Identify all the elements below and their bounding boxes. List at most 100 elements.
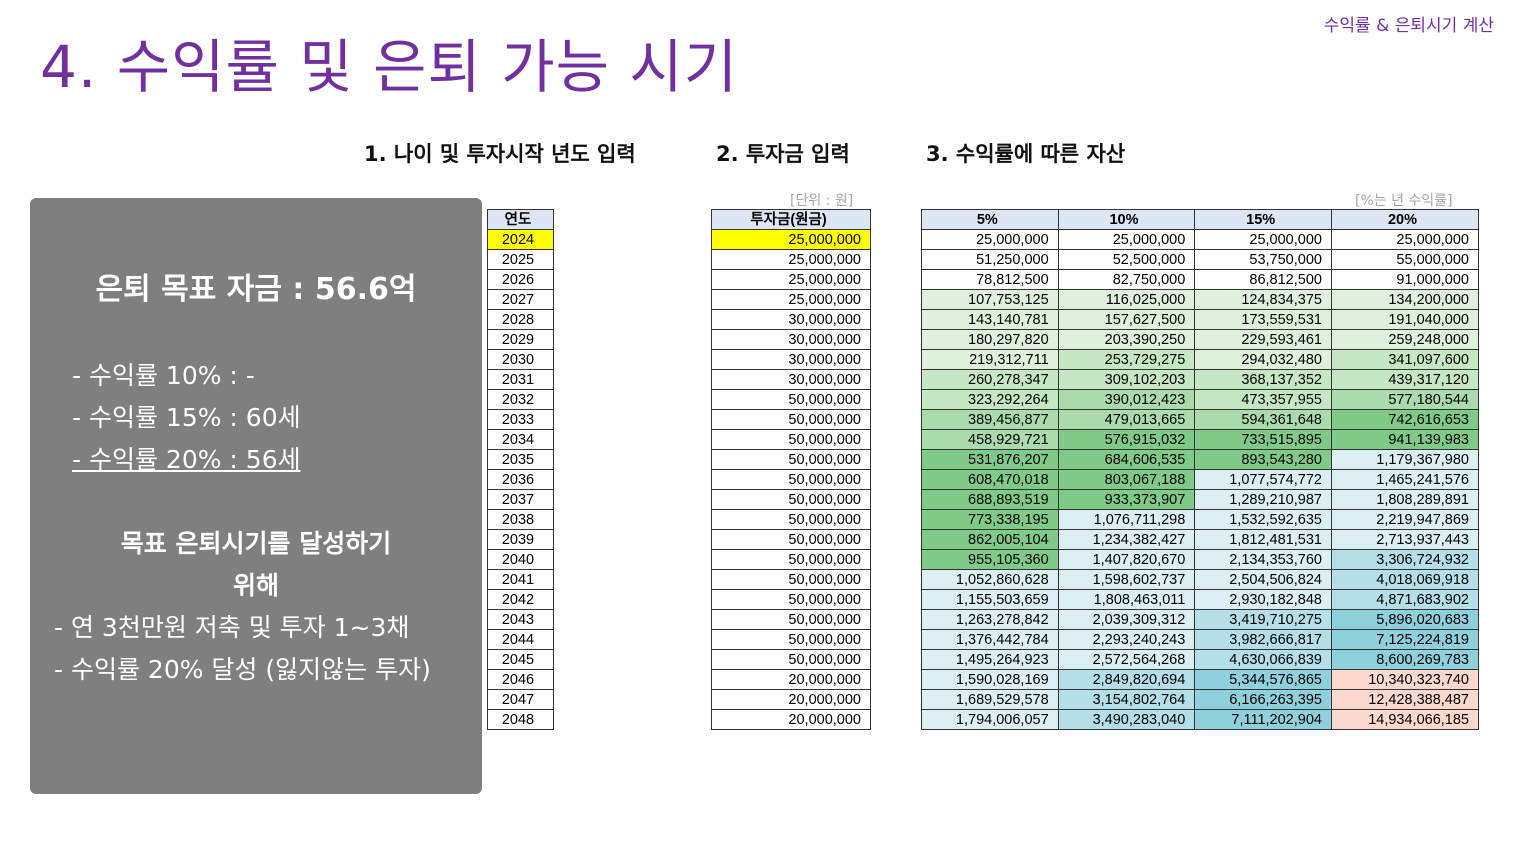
asset-cell-10: 1,407,820,670 — [1057, 549, 1196, 570]
investment-cell: 50,000,000 — [711, 449, 871, 470]
asset-cell-10: 1,598,602,737 — [1057, 569, 1196, 590]
year-cell: 2043 — [487, 609, 554, 630]
year-cell: 2026 — [487, 269, 554, 290]
investment-cell: 50,000,000 — [711, 589, 871, 610]
investment-cell: 30,000,000 — [711, 309, 871, 330]
returns-row: 458,929,721 576,915,032 733,515,895 941,139… — [921, 429, 1480, 450]
year-row: 2028 — [487, 309, 554, 330]
asset-cell-5: 1,052,860,628 — [921, 569, 1059, 590]
investment-row: 50,000,000 — [711, 649, 871, 670]
returns-row: 25,000,000 25,000,000 25,000,000 25,000,000 — [921, 229, 1480, 250]
asset-cell-15: 294,032,480 — [1194, 349, 1332, 370]
unit-label: [단위 : 원] — [790, 193, 854, 209]
year-row: 2024 — [487, 229, 554, 250]
returns-table: 5% 10% 15% 20% 25,000,000 25,000,000 25,000,0… — [921, 209, 1480, 730]
year-cell: 2039 — [487, 529, 554, 550]
year-cell: 2029 — [487, 329, 554, 350]
year-cell[interactable]: 2024 — [487, 229, 554, 250]
year-row: 2047 — [487, 689, 554, 710]
returns-row: 862,005,104 1,234,382,427 1,812,481,531 2,7… — [921, 529, 1480, 550]
asset-cell-20: 7,125,224,819 — [1330, 629, 1480, 650]
asset-cell-5: 1,590,028,169 — [921, 669, 1059, 690]
asset-cell-20: 577,180,544 — [1330, 389, 1480, 410]
investment-cell: 30,000,000 — [711, 349, 871, 370]
year-row: 2036 — [487, 469, 554, 490]
asset-cell-20: 1,465,241,576 — [1330, 469, 1480, 490]
asset-cell-20: 941,139,983 — [1330, 429, 1480, 450]
asset-cell-10: 309,102,203 — [1057, 369, 1196, 390]
year-row: 2032 — [487, 389, 554, 410]
asset-cell-15: 124,834,375 — [1194, 289, 1332, 310]
asset-cell-15: 5,344,576,865 — [1194, 669, 1332, 690]
rate-10-result: - 수익률 10% : - — [72, 361, 255, 390]
year-header: 연도 — [487, 209, 554, 230]
returns-row: 107,753,125 116,025,000 124,834,375 134,200… — [921, 289, 1480, 310]
year-cell: 2044 — [487, 629, 554, 650]
asset-cell-10: 479,013,665 — [1057, 409, 1196, 430]
year-cell: 2040 — [487, 549, 554, 570]
year-row: 2045 — [487, 649, 554, 670]
year-row: 2043 — [487, 609, 554, 630]
asset-cell-10: 3,490,283,040 — [1057, 709, 1196, 730]
year-cell: 2025 — [487, 249, 554, 270]
asset-cell-10: 203,390,250 — [1057, 329, 1196, 350]
investment-cell: 50,000,000 — [711, 529, 871, 550]
investment-row: 20,000,000 — [711, 689, 871, 710]
year-row: 2041 — [487, 569, 554, 590]
asset-cell-5: 1,794,006,057 — [921, 709, 1059, 730]
asset-cell-20: 55,000,000 — [1330, 249, 1480, 270]
investment-cell: 20,000,000 — [711, 689, 871, 710]
asset-cell-20: 14,934,066,185 — [1330, 709, 1480, 730]
investment-table: 투자금(원금) 25,000,000 25,000,000 25,000,000 25… — [711, 209, 871, 730]
year-row: 2042 — [487, 589, 554, 610]
plan-bullet-return: - 수익률 20% 달성 (잃지않는 투자) — [54, 655, 431, 684]
year-row: 2038 — [487, 509, 554, 530]
year-cell: 2030 — [487, 349, 554, 370]
asset-cell-20: 341,097,600 — [1330, 349, 1480, 370]
asset-cell-10: 1,808,463,011 — [1057, 589, 1196, 610]
rate-15-result: - 수익률 15% : 60세 — [72, 403, 301, 432]
year-row: 2048 — [487, 709, 554, 730]
year-cell: 2048 — [487, 709, 554, 730]
section-title-age-year: 1. 나이 및 투자시작 년도 입력 — [364, 142, 636, 166]
investment-row: 50,000,000 — [711, 429, 871, 450]
investment-row: 50,000,000 — [711, 509, 871, 530]
returns-row: 1,052,860,628 1,598,602,737 2,504,506,824 4… — [921, 569, 1480, 590]
year-cell: 2046 — [487, 669, 554, 690]
asset-cell-15: 7,111,202,904 — [1194, 709, 1332, 730]
returns-row: 1,590,028,169 2,849,820,694 5,344,576,865 1… — [921, 669, 1480, 690]
year-row: 2031 — [487, 369, 554, 390]
asset-cell-5: 1,495,264,923 — [921, 649, 1059, 670]
investment-row: 25,000,000 — [711, 289, 871, 310]
asset-cell-10: 116,025,000 — [1057, 289, 1196, 310]
investment-row: 25,000,000 — [711, 229, 871, 250]
asset-cell-15: 893,543,280 — [1194, 449, 1332, 470]
year-cell: 2042 — [487, 589, 554, 610]
year-row: 2033 — [487, 409, 554, 430]
asset-cell-5: 862,005,104 — [921, 529, 1059, 550]
asset-cell-20: 2,713,937,443 — [1330, 529, 1480, 550]
investment-cell[interactable]: 25,000,000 — [711, 229, 871, 250]
asset-cell-20: 1,808,289,891 — [1330, 489, 1480, 510]
investment-row: 30,000,000 — [711, 309, 871, 330]
investment-cell: 50,000,000 — [711, 549, 871, 570]
year-row: 2037 — [487, 489, 554, 510]
year-cell: 2041 — [487, 569, 554, 590]
investment-row: 30,000,000 — [711, 329, 871, 350]
investment-header: 투자금(원금) — [711, 209, 871, 230]
asset-cell-5: 1,689,529,578 — [921, 689, 1059, 710]
year-row: 2040 — [487, 549, 554, 570]
investment-cell: 50,000,000 — [711, 609, 871, 630]
returns-header-10: 10% — [1057, 209, 1196, 230]
asset-cell-5: 323,292,264 — [921, 389, 1059, 410]
investment-row: 25,000,000 — [711, 269, 871, 290]
asset-cell-15: 2,504,506,824 — [1194, 569, 1332, 590]
returns-row: 1,263,278,842 2,039,309,312 3,419,710,275 5… — [921, 609, 1480, 630]
asset-cell-5: 531,876,207 — [921, 449, 1059, 470]
returns-row: 180,297,820 203,390,250 229,593,461 259,248… — [921, 329, 1480, 350]
asset-cell-15: 2,134,353,760 — [1194, 549, 1332, 570]
asset-cell-15: 53,750,000 — [1194, 249, 1332, 270]
investment-cell: 50,000,000 — [711, 469, 871, 490]
returns-row: 143,140,781 157,627,500 173,559,531 191,040… — [921, 309, 1480, 330]
returns-row: 389,456,877 479,013,665 594,361,648 742,616… — [921, 409, 1480, 430]
